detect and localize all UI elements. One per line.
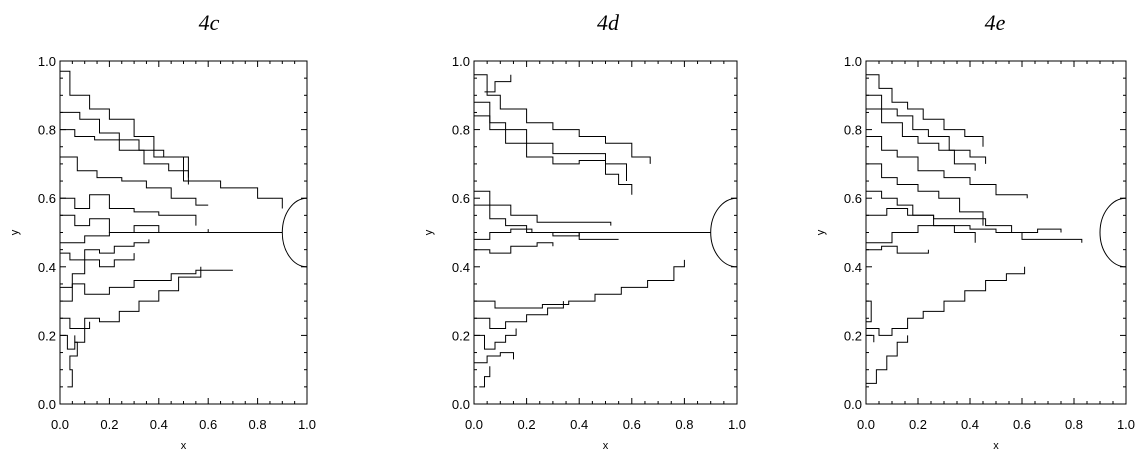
series-trace-8: [474, 242, 554, 254]
series-trace-5: [474, 190, 612, 226]
y-tick-label: 0.0: [452, 397, 470, 412]
chart-panel-4c: 4c 0.0 0.2 0.4 0.6 0.8 1.0 0.0 0.2 0.4 0.6 0.8 1.0 x y: [9, 10, 316, 452]
chart-title: 4e: [985, 10, 1006, 35]
x-tick-label: 0.4: [150, 417, 168, 432]
y-tick-label: 0.4: [844, 260, 862, 275]
target-semicircle: [1099, 197, 1127, 268]
x-tick-label: 0.4: [570, 417, 588, 432]
x-tick-label: 0.2: [909, 417, 927, 432]
chart-title: 4c: [199, 10, 220, 35]
series-trace-3: [866, 108, 976, 171]
chart-panel-4e: 4e 0.0 0.2 0.4 0.6 0.8 1.0 0.0 0.2 0.4 0.6 0.8 1.0 x y: [815, 10, 1135, 452]
target-semicircle: [281, 197, 308, 268]
y-axis-label: y: [423, 229, 435, 235]
series-trace-7: [866, 208, 1062, 233]
y-tick-label: 0.6: [844, 191, 862, 206]
y-axis-label: y: [9, 229, 21, 235]
x-tick-label: 1.0: [298, 417, 316, 432]
y-tick-label: 1.0: [452, 54, 470, 69]
y-tick-label: 0.8: [844, 123, 862, 138]
y-tick-label: 0.2: [452, 328, 470, 343]
y-tick-label: 0.4: [38, 260, 56, 275]
series-trace-9: [866, 245, 929, 254]
series-trace-10: [474, 301, 564, 329]
series-trace-8: [866, 225, 1083, 244]
x-tick-label: 0.8: [675, 417, 693, 432]
x-tick-label: 0.0: [857, 417, 875, 432]
x-tick-label: 0.6: [199, 417, 217, 432]
series-trace-1: [60, 70, 283, 209]
series-trace-2: [866, 94, 987, 164]
x-tick-label: 0.8: [249, 417, 267, 432]
series-trace-9: [60, 253, 135, 288]
series-trace-5: [866, 163, 984, 226]
series-trace-1: [474, 74, 651, 164]
y-tick-label: 0.0: [38, 397, 56, 412]
series-trace-2: [484, 74, 512, 93]
series-trace-6: [866, 190, 976, 243]
x-tick-label: 0.0: [51, 417, 69, 432]
series-trace-12: [866, 335, 909, 384]
x-tick-label: 0.6: [623, 417, 641, 432]
x-tick-label: 0.6: [1013, 417, 1031, 432]
y-tick-label: 0.8: [452, 123, 470, 138]
series-trace-7: [474, 228, 711, 240]
series-trace-4: [60, 156, 209, 206]
series-trace-12: [474, 352, 514, 364]
y-axis-label: y: [815, 229, 827, 235]
y-tick-label: 0.2: [38, 328, 56, 343]
series-trace-10: [60, 269, 233, 302]
series-trace-6: [60, 214, 209, 233]
x-tick-label: 1.0: [728, 417, 746, 432]
series-trace-3: [474, 101, 627, 181]
series-trace-9: [474, 259, 685, 309]
y-tick-label: 0.0: [844, 397, 862, 412]
x-tick-label: 0.2: [518, 417, 536, 432]
series-trace-13: [479, 366, 491, 388]
x-tick-label: 0.8: [1065, 417, 1083, 432]
x-tick-label: 0.2: [100, 417, 118, 432]
series-trace-4: [866, 136, 1028, 199]
series-trace-8: [60, 239, 150, 261]
y-tick-label: 0.6: [38, 191, 56, 206]
y-tick-label: 0.4: [452, 260, 470, 275]
series-trace-11: [474, 328, 517, 350]
y-tick-label: 0.8: [38, 123, 56, 138]
y-tick-label: 0.2: [844, 328, 862, 343]
series-trace-5: [60, 194, 197, 226]
series-trace-10: [866, 266, 1026, 336]
x-axis-label: x: [181, 440, 187, 452]
y-tick-label: 1.0: [844, 54, 862, 69]
series-trace-3: [60, 129, 189, 185]
x-tick-label: 1.0: [1117, 417, 1135, 432]
y-tick-label: 1.0: [38, 54, 56, 69]
series-trace-7: [60, 232, 283, 244]
chart-panel-4d: 4d 0.0 0.2 0.4 0.6 0.8 1.0 0.0 0.2 0.4 0.6 0.8 1.0 x y: [423, 10, 746, 452]
x-axis-label: x: [993, 440, 999, 452]
series-trace-1: [866, 74, 984, 147]
x-tick-label: 0.0: [465, 417, 483, 432]
x-axis-label: x: [603, 440, 609, 452]
series-trace-11: [865, 300, 875, 343]
series-trace-4: [474, 115, 633, 195]
y-tick-label: 0.6: [452, 191, 470, 206]
chart-title: 4d: [597, 10, 620, 35]
target-semicircle: [710, 197, 738, 268]
series-trace-13: [67, 335, 78, 388]
series-trace-11: [60, 266, 202, 329]
x-tick-label: 0.4: [961, 417, 979, 432]
